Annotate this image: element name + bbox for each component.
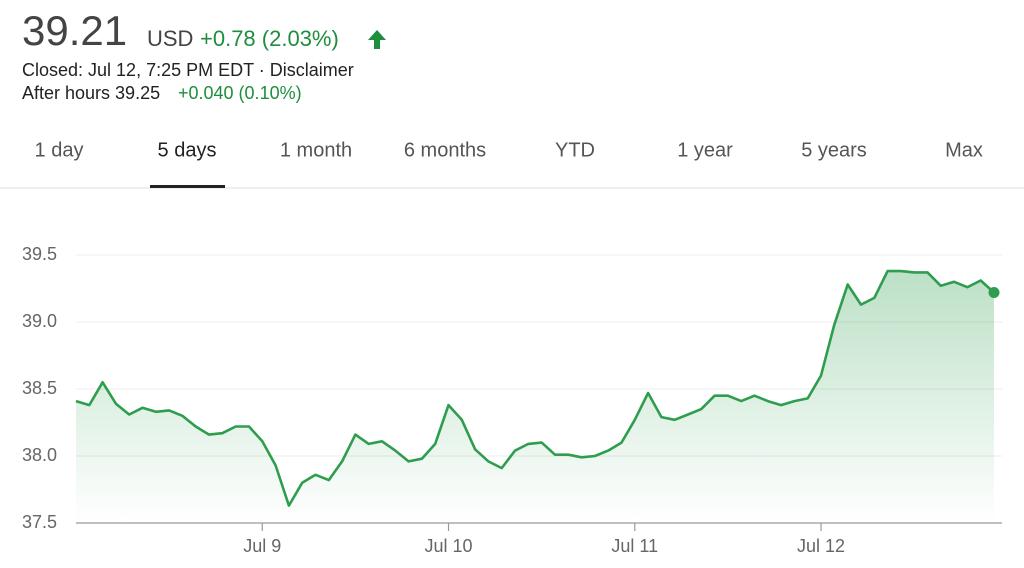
x-tick-label: Jul 12 — [797, 536, 845, 556]
area-fill — [76, 271, 994, 523]
currency: USD — [147, 26, 193, 51]
tab[interactable]: 1 year — [677, 139, 733, 161]
y-tick-label: 39.0 — [22, 311, 57, 331]
after-hours: After hours 39.25 — [22, 83, 160, 103]
y-tick-label: 38.5 — [22, 378, 57, 398]
y-tick-label: 38.0 — [22, 445, 57, 465]
after-hours-change: +0.040 (0.10%) — [178, 83, 302, 103]
price: 39.21 — [22, 7, 127, 54]
tab[interactable]: 1 month — [280, 139, 352, 161]
tab[interactable]: YTD — [555, 139, 595, 161]
price-line — [75, 269, 995, 507]
tab[interactable]: 5 years — [801, 139, 867, 161]
x-tick-label: Jul 9 — [243, 536, 281, 556]
tab[interactable]: Max — [945, 139, 983, 161]
closed-info: Closed: Jul 12, 7:25 PM EDT · Disclaimer — [22, 60, 354, 80]
up-arrow — [368, 30, 386, 49]
x-tick-label: Jul 10 — [424, 536, 472, 556]
price-change: +0.78 (2.03%) — [200, 26, 339, 51]
last-point — [988, 287, 1000, 299]
tab[interactable]: 6 months — [404, 139, 486, 161]
tab[interactable]: 1 day — [35, 139, 84, 161]
y-tick-label: 37.5 — [22, 512, 57, 532]
x-tick-label: Jul 11 — [611, 536, 658, 556]
y-tick-label: 39.5 — [22, 244, 57, 264]
tab-indicator — [150, 185, 225, 188]
tab[interactable]: 5 days — [158, 139, 217, 161]
